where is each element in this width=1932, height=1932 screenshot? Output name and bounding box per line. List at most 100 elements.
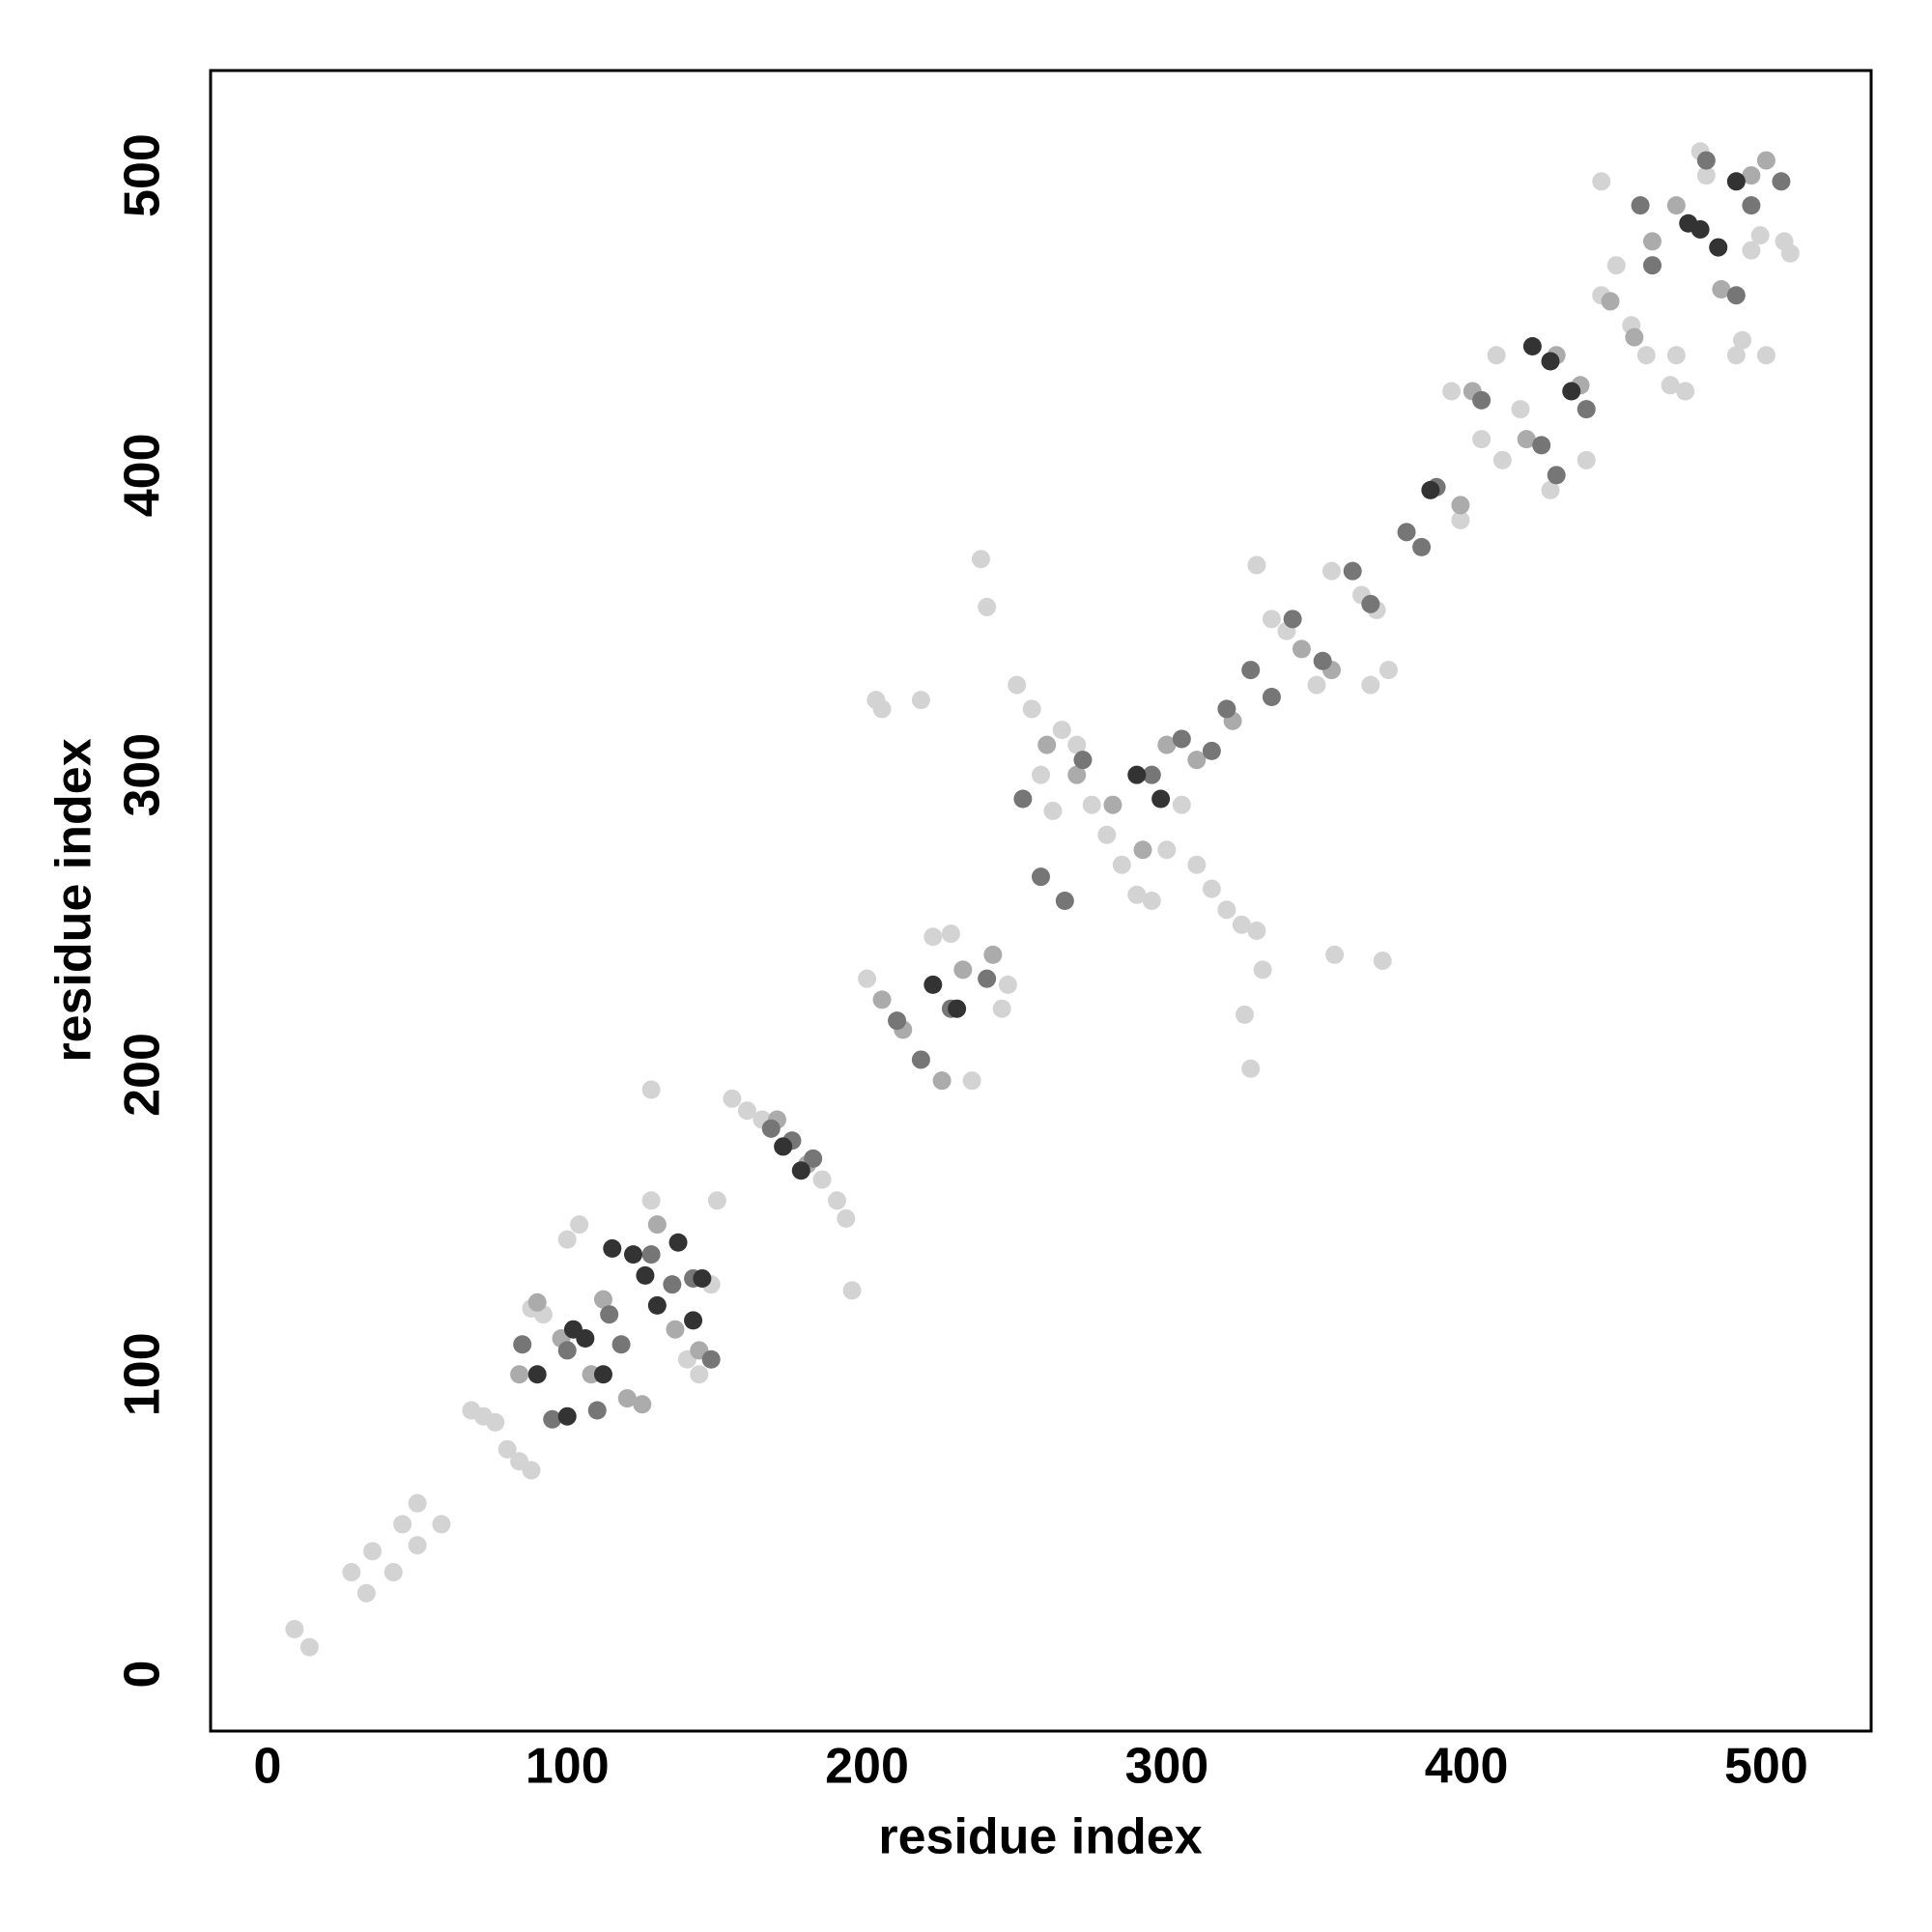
y-tick-label: 500 — [115, 133, 171, 217]
point — [1547, 466, 1566, 485]
point — [707, 1191, 726, 1210]
point — [1451, 510, 1470, 529]
point — [911, 691, 930, 710]
point — [1451, 496, 1470, 515]
point — [1421, 480, 1440, 499]
point — [858, 969, 877, 988]
point — [497, 1439, 517, 1459]
x-tick-label: 400 — [1425, 1739, 1509, 1795]
point — [1262, 610, 1281, 629]
point — [1127, 885, 1147, 904]
point — [983, 945, 1003, 964]
point — [1082, 795, 1101, 814]
point — [1325, 945, 1345, 964]
x-axis-label: residue index — [878, 1809, 1202, 1865]
point — [1492, 450, 1512, 469]
point — [1292, 639, 1311, 659]
point — [1532, 436, 1551, 455]
point — [693, 1268, 712, 1288]
point — [828, 1191, 847, 1210]
point — [791, 1161, 810, 1180]
point — [384, 1563, 403, 1582]
point — [1625, 327, 1644, 347]
point — [557, 1341, 577, 1360]
point — [1378, 661, 1398, 680]
point — [948, 999, 967, 1018]
point — [432, 1515, 451, 1534]
point — [611, 1335, 631, 1354]
point — [600, 1305, 619, 1324]
point — [1412, 537, 1432, 556]
point — [636, 1265, 655, 1285]
point — [1756, 346, 1776, 365]
point — [998, 975, 1017, 994]
point — [1103, 795, 1122, 814]
point — [992, 999, 1011, 1018]
point — [1606, 256, 1626, 275]
y-tick-label: 300 — [115, 733, 171, 817]
point — [1187, 751, 1207, 770]
point — [923, 927, 943, 947]
point — [978, 597, 997, 616]
y-tick-label: 400 — [115, 434, 171, 518]
point — [1172, 729, 1191, 749]
point — [1709, 238, 1728, 257]
point — [513, 1335, 532, 1354]
point — [804, 1149, 823, 1168]
point — [1592, 172, 1611, 191]
point — [1073, 751, 1093, 770]
point — [1157, 735, 1177, 754]
point — [1780, 243, 1800, 263]
point — [971, 550, 990, 569]
point — [647, 1215, 667, 1235]
point — [593, 1290, 612, 1309]
point — [1008, 675, 1027, 695]
point — [953, 960, 973, 980]
point — [1055, 892, 1074, 910]
point — [1343, 561, 1362, 581]
point — [1262, 688, 1281, 707]
point — [1541, 480, 1560, 499]
point — [603, 1238, 622, 1258]
point — [1642, 256, 1662, 275]
point — [1283, 610, 1302, 629]
y-tick-label: 100 — [115, 1332, 171, 1416]
point — [641, 1080, 661, 1099]
point — [1157, 840, 1177, 860]
point — [1511, 400, 1530, 419]
point — [1052, 721, 1071, 740]
point — [1487, 346, 1506, 365]
point — [932, 1071, 952, 1091]
y-tick-label: 0 — [115, 1661, 171, 1689]
point — [1397, 523, 1416, 542]
point — [557, 1406, 577, 1426]
point — [941, 924, 960, 944]
point — [1172, 795, 1191, 814]
point — [624, 1245, 643, 1264]
point — [812, 1170, 832, 1189]
point — [641, 1191, 661, 1210]
point — [486, 1412, 505, 1432]
point — [1097, 825, 1117, 844]
point — [1142, 765, 1161, 784]
point — [1631, 196, 1650, 215]
point — [587, 1401, 607, 1420]
point — [1772, 172, 1791, 191]
point — [923, 975, 943, 994]
point — [1636, 346, 1656, 365]
point — [1661, 376, 1680, 395]
point — [1043, 801, 1063, 820]
point — [1067, 735, 1087, 754]
point — [774, 1137, 793, 1156]
point — [1442, 382, 1462, 401]
point — [872, 990, 892, 1009]
point — [1067, 765, 1087, 784]
point — [1032, 867, 1050, 887]
point — [1577, 450, 1596, 469]
point — [1151, 789, 1171, 809]
x-tick-label: 200 — [825, 1739, 909, 1795]
point — [1202, 741, 1221, 760]
point — [690, 1365, 709, 1384]
point — [978, 969, 997, 988]
